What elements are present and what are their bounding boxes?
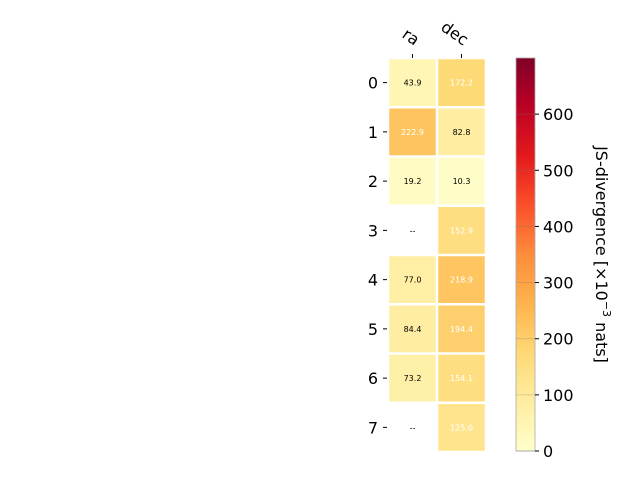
colorbar-tick-label: 100 [543, 386, 574, 405]
cell-value-label: 82.8 [453, 128, 471, 137]
heatmap-cell [438, 157, 485, 205]
heatmap-cell [389, 354, 436, 402]
cell-value-label: 77.0 [404, 276, 422, 285]
heatmap-cell [438, 207, 485, 254]
row-tick-label: 3 [368, 221, 378, 240]
cell-value-label: 218.9 [450, 276, 473, 285]
row-tick-label: 5 [368, 320, 378, 339]
heatmap-cell [438, 59, 485, 106]
cell-value-label: -- [410, 226, 416, 235]
heatmap-cells [389, 59, 485, 451]
cell-value-label: -- [410, 423, 416, 432]
heatmap-cell [389, 157, 436, 205]
heatmap-cell [438, 354, 485, 402]
row-tick-label: 7 [368, 418, 378, 437]
cell-value-label: 43.9 [404, 79, 422, 88]
heatmap-cell [389, 108, 436, 156]
heatmap-cell [438, 256, 485, 303]
heatmap-cell [438, 404, 485, 451]
heatmap-cell [438, 108, 485, 156]
colorbar-tick-label: 500 [543, 161, 574, 180]
heatmap-cell [438, 305, 485, 353]
heatmap-cell [389, 59, 436, 106]
cell-value-label: 154.1 [450, 374, 473, 383]
cell-value-label: 10.3 [453, 177, 471, 186]
colorbar-label-exponent: −3 [600, 301, 613, 317]
colorbar-label-main: JS-divergence [×10 [592, 145, 611, 301]
colorbar-label: JS-divergence [×10−3 nats] [592, 145, 613, 363]
row-tick-labels: 0 1 2 3 4 5 6 7 [368, 74, 387, 437]
cell-value-label: 152.9 [450, 226, 473, 235]
cell-value-label: 19.2 [404, 177, 422, 186]
cell-value-label: 73.2 [404, 374, 422, 383]
cell-value-label: 125.0 [450, 423, 473, 432]
heatmap-cell [389, 256, 436, 303]
colorbar-tick-label: 200 [543, 330, 574, 349]
row-tick-label: 2 [368, 172, 378, 191]
row-tick-label: 4 [368, 271, 378, 290]
cell-value-label: 84.4 [404, 325, 422, 334]
colorbar-tick-label: 300 [543, 274, 574, 293]
colorbar-tick-label: 400 [543, 217, 574, 236]
row-tick-label: 0 [368, 74, 378, 93]
colorbar-tick-label: 600 [543, 105, 574, 124]
colorbar-ticks: 0 100 200 300 400 500 600 [516, 105, 574, 461]
cell-value-label: 222.9 [401, 128, 424, 137]
row-tick-label: 6 [368, 369, 378, 388]
cell-labels: 43.9 172.2 222.9 82.8 19.2 10.3 -- 152.9 77.0 218… [401, 79, 473, 433]
heatmap-cell [389, 305, 436, 353]
colorbar-tick-label: 0 [543, 442, 553, 461]
colorbar: 0 100 200 300 400 500 600 JS-divergence [×10−3… [515, 57, 613, 461]
row-tick-label: 1 [368, 123, 378, 142]
cell-value-label: 172.2 [450, 79, 473, 88]
cell-value-label: 194.4 [450, 325, 473, 334]
colorbar-label-suffix: nats] [592, 317, 611, 363]
colorbar-gradient [515, 57, 536, 452]
